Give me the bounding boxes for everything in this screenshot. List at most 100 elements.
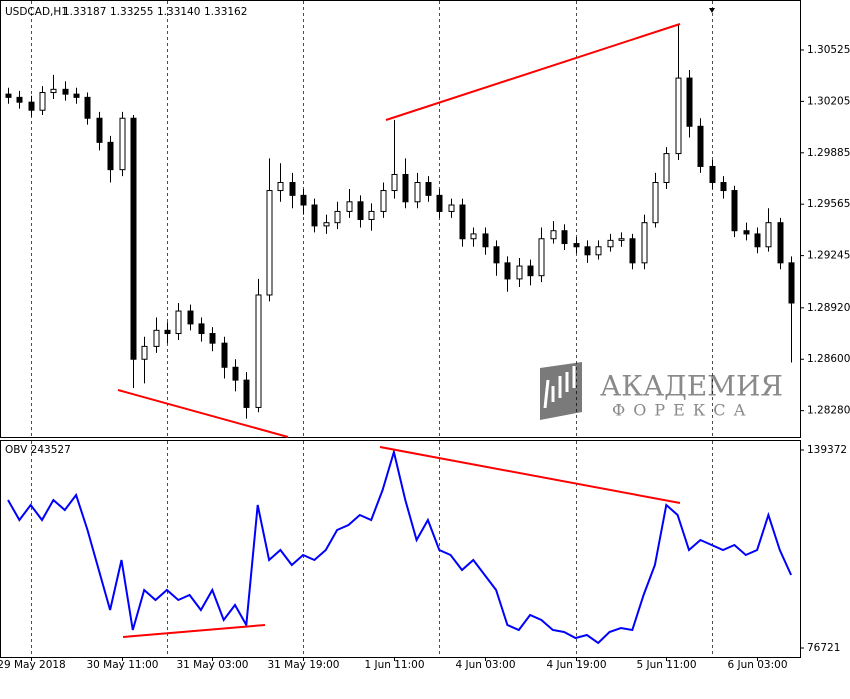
shift-marker (709, 8, 715, 13)
quote-high: 1.33255 (110, 6, 153, 18)
symbol-label: USDCAD,H1 (5, 6, 68, 18)
x-tick-label: 31 May 03:00 (176, 659, 248, 671)
candle-body (368, 210, 375, 220)
candle-body (538, 238, 545, 277)
candle-body (584, 246, 591, 256)
candle-body (277, 182, 284, 192)
candle-body (686, 77, 693, 127)
candle-body (107, 141, 114, 171)
candle-body (425, 182, 432, 196)
trend-line (117, 389, 289, 438)
candle-body (709, 165, 716, 184)
candle-body (697, 125, 704, 167)
candle-body (470, 233, 477, 240)
y-tick-label: 1.30525 (807, 44, 850, 56)
y-tick-label: 1.28280 (807, 405, 850, 417)
candle-body (346, 201, 353, 212)
candle-body (618, 238, 625, 241)
trend-line (122, 624, 266, 638)
y-tick-label: 139372 (807, 444, 847, 456)
candle-body (243, 379, 250, 408)
candle-body (39, 92, 46, 111)
quote-close: 1.33162 (204, 6, 247, 18)
x-tick-label: 30 May 11:00 (86, 659, 158, 671)
candle-body (153, 329, 160, 347)
candle-body (788, 262, 795, 304)
y-tick-label: 1.29565 (807, 198, 850, 210)
candle-body (5, 93, 12, 98)
candle-body (96, 117, 103, 143)
y-tick-label: 1.28600 (807, 353, 850, 365)
candle-body (50, 88, 57, 94)
y-tick-label: 1.30205 (807, 95, 850, 107)
candle-body (62, 88, 69, 95)
candle-body (141, 345, 148, 360)
x-tick-label: 31 May 19:00 (267, 659, 339, 671)
candle-body (754, 233, 761, 248)
candle-body (607, 239, 614, 248)
quote-open: 1.33187 (63, 6, 106, 18)
candle-body (323, 222, 330, 227)
candle-body (527, 265, 534, 277)
candle-body (187, 310, 194, 325)
candle-body (73, 93, 80, 98)
candle-body (232, 366, 239, 381)
candle-body (175, 310, 182, 335)
candle-body (561, 230, 568, 245)
candle-body (84, 96, 91, 119)
candle-body (550, 230, 557, 240)
y-tick-label: 1.29245 (807, 250, 850, 262)
quote-low: 1.33140 (157, 6, 200, 18)
candle-body (402, 173, 409, 203)
candle-body (482, 233, 489, 248)
y-tick-label: 1.29885 (807, 147, 850, 159)
candle-body (629, 238, 636, 264)
x-tick-label: 6 Jun 03:00 (727, 659, 787, 671)
candle-body (459, 204, 466, 240)
candle-body (16, 96, 23, 103)
obv-panel-frame (0, 440, 801, 658)
x-tick-label: 4 Jun 03:00 (455, 659, 515, 671)
candle-body (311, 204, 318, 227)
candle-body (641, 222, 648, 264)
candle-body (209, 333, 216, 344)
obv-line (7, 448, 793, 645)
x-tick-label: 5 Jun 11:00 (636, 659, 696, 671)
indicator-label: OBV 243527 (5, 444, 71, 456)
candle-body (504, 262, 511, 280)
candle-body (289, 182, 296, 196)
x-tick-label: 1 Jun 11:00 (364, 659, 424, 671)
candle-body (380, 190, 387, 212)
logo-candles (543, 366, 576, 409)
watermark-title: АКАДЕМИЯ (600, 370, 783, 403)
candle-body (493, 246, 500, 264)
plot: 1.30525 1.30205 1.29885 1.29565 1.29245 1.289… (0, 1, 850, 671)
candle-body (266, 190, 273, 296)
main-panel-frame (0, 0, 801, 438)
candle-body (448, 204, 455, 212)
y-tick-label: 1.28920 (807, 302, 850, 314)
candle-body (28, 101, 35, 111)
candle-body (334, 210, 341, 224)
candle-body (777, 222, 784, 264)
candle-body (221, 342, 228, 368)
candle-body (130, 117, 137, 360)
candle-body (765, 222, 772, 248)
candle-body (516, 265, 523, 280)
x-tick-label: 4 Jun 19:00 (546, 659, 606, 671)
trend-line (385, 23, 681, 121)
candle-body (663, 153, 670, 184)
candle-body (652, 182, 659, 224)
watermark-subtitle: ФОРЕКСА (612, 401, 754, 420)
candle-body (255, 294, 262, 408)
candle-body (164, 329, 171, 335)
candle-body (119, 117, 126, 171)
trend-line (379, 446, 681, 504)
candle-body (743, 230, 750, 235)
candle-body (720, 182, 727, 192)
candle-body (414, 182, 421, 203)
candle-body (391, 173, 398, 192)
candle-body (573, 243, 580, 248)
candle-body (300, 194, 307, 206)
